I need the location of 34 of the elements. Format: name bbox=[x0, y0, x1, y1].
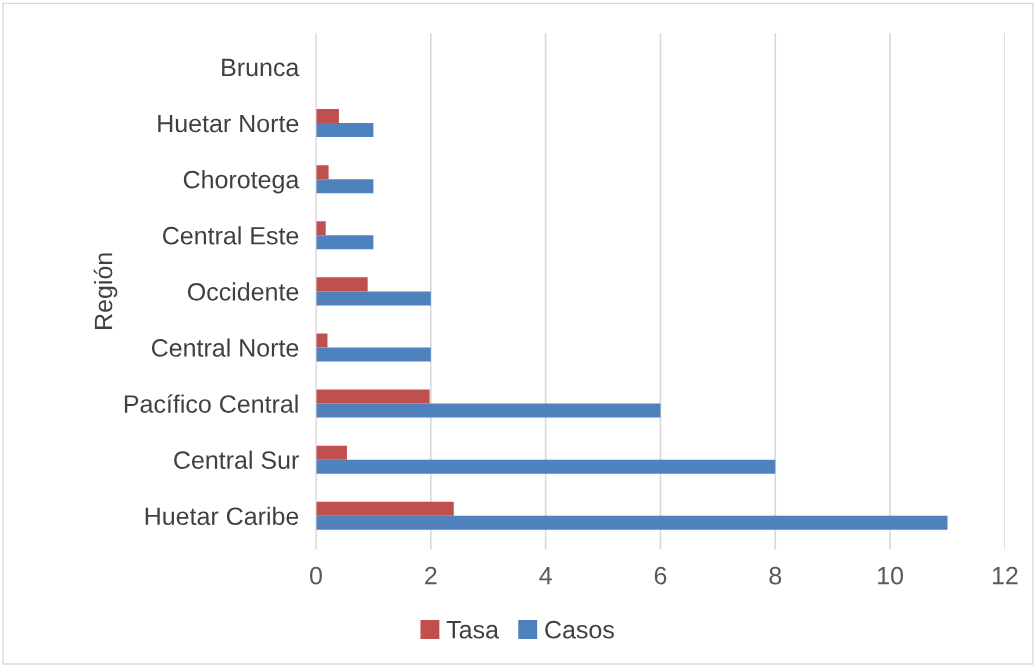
bar bbox=[315, 221, 326, 236]
bar bbox=[315, 109, 339, 124]
bar bbox=[315, 445, 347, 460]
y-tick-label: Pacífico Central bbox=[124, 394, 298, 413]
bar bbox=[315, 179, 374, 194]
bar bbox=[315, 515, 948, 530]
y-tick-label: Huetar Caribe bbox=[145, 506, 299, 526]
x-tick-label: 0 bbox=[310, 566, 322, 585]
x-tick-label: 6 bbox=[654, 566, 667, 585]
bar bbox=[315, 235, 374, 250]
y-tick-label: Central Sur bbox=[174, 450, 299, 469]
y-tick-label: Central Norte bbox=[151, 338, 299, 357]
bar bbox=[315, 291, 431, 306]
y-tick-label: Huetar Norte bbox=[158, 114, 299, 133]
y-tick-label: Chorotega bbox=[183, 170, 300, 194]
bar bbox=[315, 123, 374, 138]
bar bbox=[315, 347, 431, 362]
y-axis-title: Región bbox=[93, 253, 118, 329]
legend-label: Tasa bbox=[446, 621, 499, 639]
x-tick-label: 8 bbox=[769, 566, 782, 585]
y-tick-label: Occidente bbox=[187, 282, 299, 301]
bar bbox=[315, 459, 776, 474]
bar bbox=[315, 501, 454, 516]
bar bbox=[315, 403, 661, 418]
x-tick-label: 10 bbox=[878, 566, 904, 585]
x-tick-label: 12 bbox=[992, 566, 1018, 585]
legend-label: Casos bbox=[545, 620, 614, 639]
y-tick-label: Central Este bbox=[163, 226, 299, 245]
bar bbox=[315, 389, 430, 404]
bar bbox=[315, 165, 329, 180]
bar bbox=[315, 277, 368, 292]
x-tick-label: 4 bbox=[539, 567, 552, 585]
x-tick-label: 2 bbox=[425, 566, 437, 585]
y-tick-label: Brunca bbox=[222, 58, 300, 77]
